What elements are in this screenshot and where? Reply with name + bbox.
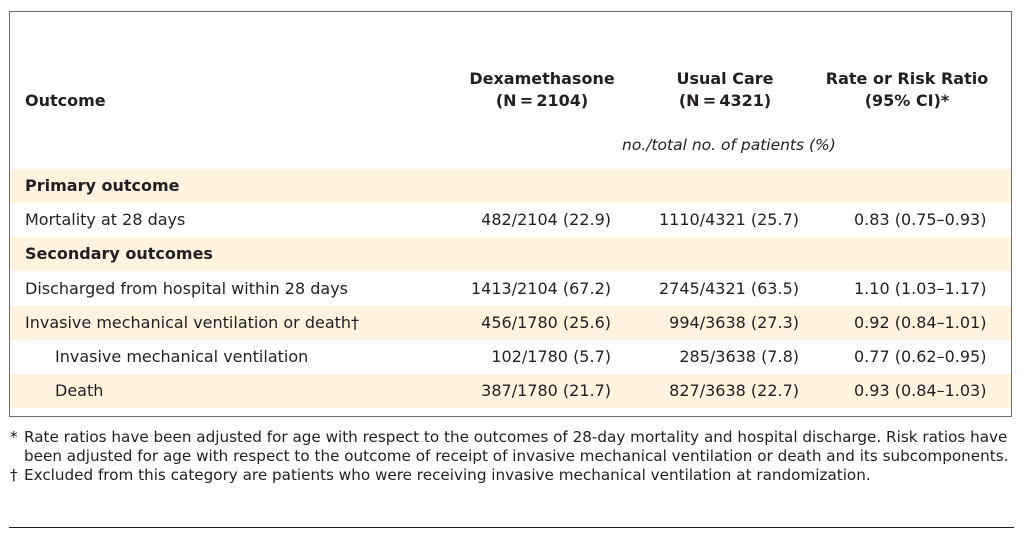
header-usual-care-name: Usual Care xyxy=(676,69,774,88)
header-ratio-ci: (95% CI)* xyxy=(864,91,950,110)
footnote-text: Excluded from this category are patients… xyxy=(24,466,871,484)
header-ratio-name: Rate or Risk Ratio xyxy=(825,69,989,88)
header-usual-care: Usual Care (N = 4321) xyxy=(641,68,809,112)
table-row: Discharged from hospital within 28 days … xyxy=(10,272,1011,306)
table-header: Outcome Dexamethasone (N = 2104) Usual C… xyxy=(10,12,1011,172)
section-label: Secondary outcomes xyxy=(25,244,213,263)
ratio-value: 0.77 (0.62–0.95) xyxy=(854,347,987,366)
dexamethasone-value: 102/1780 (5.7) xyxy=(491,347,611,366)
footnote-text: Rate ratios have been adjusted for age w… xyxy=(24,428,1009,465)
usual-care-value: 1110/4321 (25.7) xyxy=(658,210,799,229)
usual-care-value: 285/3638 (7.8) xyxy=(679,347,799,366)
table-row: Secondary outcomes xyxy=(10,237,1011,271)
table-row: Death 387/1780 (21.7) 827/3638 (22.7) 0.… xyxy=(10,374,1011,408)
table-row: Invasive mechanical ventilation or death… xyxy=(10,306,1011,340)
dexamethasone-value: 1413/2104 (67.2) xyxy=(470,279,611,298)
table-row: Primary outcome xyxy=(10,169,1011,203)
footnotes: * Rate ratios have been adjusted for age … xyxy=(10,428,1014,485)
outcomes-table: Outcome Dexamethasone (N = 2104) Usual C… xyxy=(9,11,1012,417)
dexamethasone-value: 482/2104 (22.9) xyxy=(481,210,611,229)
ratio-value: 0.83 (0.75–0.93) xyxy=(854,210,987,229)
footnote-mark: * xyxy=(10,428,18,446)
row-label: Discharged from hospital within 28 days xyxy=(25,279,349,298)
ratio-value: 1.10 (1.03–1.17) xyxy=(854,279,987,298)
header-usual-care-n: (N = 4321) xyxy=(678,91,772,110)
usual-care-value: 2745/4321 (63.5) xyxy=(658,279,799,298)
ratio-value: 0.93 (0.84–1.03) xyxy=(854,381,987,400)
usual-care-value: 827/3638 (22.7) xyxy=(669,381,799,400)
dexamethasone-value: 387/1780 (21.7) xyxy=(481,381,611,400)
usual-care-value: 994/3638 (27.3) xyxy=(669,313,799,332)
header-dexamethasone-name: Dexamethasone xyxy=(469,69,615,88)
ratio-value: 0.92 (0.84–1.01) xyxy=(854,313,987,332)
footnote: † Excluded from this category are patient… xyxy=(10,466,1014,485)
header-dexamethasone: Dexamethasone (N = 2104) xyxy=(458,68,626,112)
footnote-mark: † xyxy=(10,466,18,484)
row-label: Invasive mechanical ventilation xyxy=(55,347,309,366)
section-label: Primary outcome xyxy=(25,176,180,195)
header-outcome: Outcome xyxy=(25,91,106,110)
header-ratio: Rate or Risk Ratio (95% CI)* xyxy=(818,68,996,112)
table-row: Mortality at 28 days 482/2104 (22.9) 111… xyxy=(10,203,1011,237)
bottom-rule xyxy=(9,527,1014,528)
units-caption: no./total no. of patients (%) xyxy=(622,136,836,154)
table-row: Invasive mechanical ventilation 102/1780… xyxy=(10,340,1011,374)
dexamethasone-value: 456/1780 (25.6) xyxy=(481,313,611,332)
footnote: * Rate ratios have been adjusted for age … xyxy=(10,428,1014,466)
header-dexamethasone-n: (N = 2104) xyxy=(495,91,589,110)
row-label: Invasive mechanical ventilation or death… xyxy=(25,313,360,332)
row-label: Death xyxy=(55,381,104,400)
row-label: Mortality at 28 days xyxy=(25,210,186,229)
